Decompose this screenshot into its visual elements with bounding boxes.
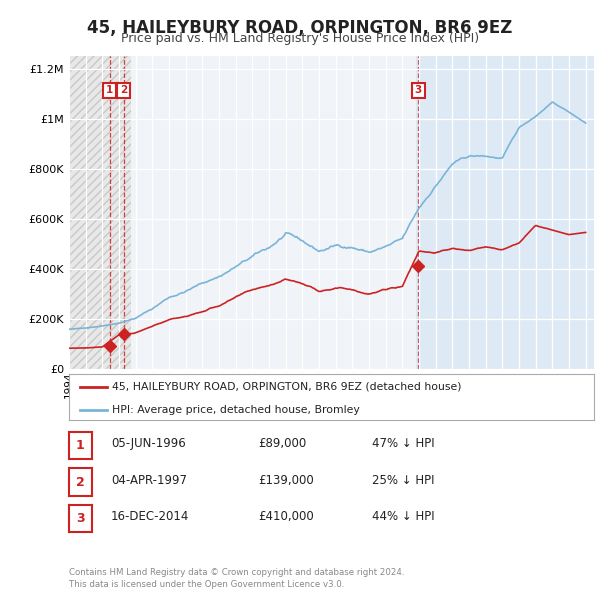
Text: 2: 2 <box>120 86 127 96</box>
Text: 1: 1 <box>106 86 113 96</box>
Text: 16-DEC-2014: 16-DEC-2014 <box>111 510 190 523</box>
Bar <box>69 56 131 369</box>
Text: Contains HM Land Registry data © Crown copyright and database right 2024.
This d: Contains HM Land Registry data © Crown c… <box>69 568 404 589</box>
Text: 25% ↓ HPI: 25% ↓ HPI <box>372 474 434 487</box>
Text: £89,000: £89,000 <box>258 437 306 450</box>
Bar <box>69 56 131 369</box>
Text: 05-JUN-1996: 05-JUN-1996 <box>111 437 186 450</box>
Text: 47% ↓ HPI: 47% ↓ HPI <box>372 437 434 450</box>
Text: £410,000: £410,000 <box>258 510 314 523</box>
Text: 45, HAILEYBURY ROAD, ORPINGTON, BR6 9EZ: 45, HAILEYBURY ROAD, ORPINGTON, BR6 9EZ <box>88 19 512 37</box>
Text: 3: 3 <box>76 512 85 525</box>
Text: Price paid vs. HM Land Registry's House Price Index (HPI): Price paid vs. HM Land Registry's House … <box>121 32 479 45</box>
Text: HPI: Average price, detached house, Bromley: HPI: Average price, detached house, Brom… <box>112 405 360 415</box>
Text: 1: 1 <box>76 439 85 452</box>
Text: 3: 3 <box>415 86 422 96</box>
Text: 44% ↓ HPI: 44% ↓ HPI <box>372 510 434 523</box>
Bar <box>416 56 594 369</box>
Text: £139,000: £139,000 <box>258 474 314 487</box>
Text: 45, HAILEYBURY ROAD, ORPINGTON, BR6 9EZ (detached house): 45, HAILEYBURY ROAD, ORPINGTON, BR6 9EZ … <box>112 382 461 392</box>
Text: 2: 2 <box>76 476 85 489</box>
Text: 04-APR-1997: 04-APR-1997 <box>111 474 187 487</box>
